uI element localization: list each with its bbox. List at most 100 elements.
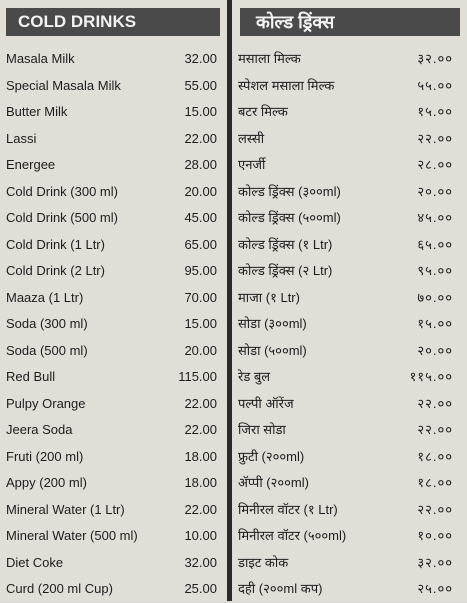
item-price: १५.०० [417,316,453,331]
menu-item-row: मसाला मिल्क ३२.०० [232,46,467,73]
column-divider [227,0,232,601]
item-name: Pulpy Orange [6,395,86,411]
menu-item-row: ॲप्पी (२००ml) १८.०० [232,470,467,497]
menu-item-row: Mineral Water (500 ml) 10.00 [0,523,227,550]
menu-item-row: एनर्जी २८.०० [232,152,467,179]
item-name: लस्सी [238,130,265,146]
item-price: १८.०० [417,448,453,464]
menu-item-row: Butter Milk 15.00 [0,99,227,126]
item-price: २०.०० [417,183,453,199]
menu-item-row: रेड बुल ११५.०० [232,364,467,391]
item-name: Curd (200 ml Cup) [6,581,113,596]
menu-item-row: मिनीरल वॉटर (५००ml) १०.०० [232,523,467,550]
item-price: ७०.०० [417,289,453,305]
menu-item-row: जिरा सोडा २२.०० [232,417,467,444]
item-name: फ्रुटी (२००ml) [238,448,305,464]
item-price: 20.00 [184,342,217,358]
item-name: कोल्ड ड्रिंक्स (५००ml) [238,210,341,225]
item-name: पल्पी ऑरेंज [238,395,294,411]
item-name: Mineral Water (1 Ltr) [6,501,125,517]
item-price: ६५.०० [417,236,453,252]
menu-item-row: सोडा (५००ml) २०.०० [232,338,467,365]
item-price: 55.00 [184,77,217,93]
item-name: Special Masala Milk [6,77,121,93]
menu-item-row: बटर मिल्क १५.०० [232,99,467,126]
menu-item-row: Cold Drink (500 ml) 45.00 [0,205,227,232]
menu-item-row: फ्रुटी (२००ml) १८.०० [232,444,467,471]
item-name: Lassi [6,130,37,146]
item-name: कोल्ड ड्रिंक्स (३००ml) [238,183,341,199]
menu-item-row: कोल्ड ड्रिंक्स (३००ml) २०.०० [232,179,467,206]
item-price: ११५.०० [409,369,453,384]
english-item-list: Masala Milk 32.00 Special Masala Milk 55.00… [0,46,227,603]
item-name: जिरा सोडा [238,422,286,437]
item-name: मसाला मिल्क [238,51,301,66]
item-name: स्पेशल मसाला मिल्क [238,77,335,93]
item-price: २८.०० [417,157,453,172]
item-price: 32.00 [184,554,217,570]
item-name: एनर्जी [238,157,266,172]
item-name: रेड बुल [238,369,271,384]
menu-item-row: Energee 28.00 [0,152,227,179]
item-price: 22.00 [184,395,217,411]
item-name: डाइट कोक [238,554,289,570]
item-name: Cold Drink (2 Ltr) [6,263,105,278]
menu-item-row: Pulpy Orange 22.00 [0,391,227,418]
item-price: १५.०० [417,104,453,119]
menu-item-row: माजा (१ Ltr) ७०.०० [232,285,467,312]
item-price: ३२.०० [417,51,453,66]
item-price: 45.00 [184,210,217,225]
menu-item-row: दही (२००ml कप) २५.०० [232,576,467,603]
menu-item-row: Lassi 22.00 [0,126,227,153]
marathi-item-list: मसाला मिल्क ३२.०० स्पेशल मसाला मिल्क ५५.०० ब… [232,46,467,603]
marathi-header: कोल्ड ड्रिंक्स [240,8,460,36]
item-price: २५.०० [417,581,453,596]
item-price: 22.00 [184,422,217,437]
english-header: COLD DRINKS [6,8,220,36]
item-name: Soda (500 ml) [6,342,88,358]
menu-item-row: Masala Milk 32.00 [0,46,227,73]
item-price: 32.00 [184,51,217,66]
menu-item-row: सोडा (३००ml) १५.०० [232,311,467,338]
item-price: 70.00 [184,289,217,305]
menu-item-row: Fruti (200 ml) 18.00 [0,444,227,471]
item-name: माजा (१ Ltr) [238,289,300,305]
menu-item-row: Jeera Soda 22.00 [0,417,227,444]
item-name: Jeera Soda [6,422,73,437]
item-price: 18.00 [184,448,217,464]
item-name: मिनीरल वॉटर (१ Ltr) [238,501,338,517]
menu-item-row: Cold Drink (300 ml) 20.00 [0,179,227,206]
item-name: सोडा (५००ml) [238,342,307,358]
menu-item-row: कोल्ड ड्रिंक्स (२ Ltr) ९५.०० [232,258,467,285]
item-name: Cold Drink (500 ml) [6,210,118,225]
item-price: २०.०० [417,342,453,358]
menu-item-row: लस्सी २२.०० [232,126,467,153]
item-name: ॲप्पी (२००ml) [238,475,309,490]
item-price: ९५.०० [417,263,453,278]
menu-item-row: Appy (200 ml) 18.00 [0,470,227,497]
item-name: Soda (300 ml) [6,316,88,331]
menu-item-row: स्पेशल मसाला मिल्क ५५.०० [232,73,467,100]
item-name: Cold Drink (300 ml) [6,183,118,199]
menu-item-row: कोल्ड ड्रिंक्स (१ Ltr) ६५.०० [232,232,467,259]
item-price: 20.00 [184,183,217,199]
item-price: 15.00 [184,316,217,331]
menu-item-row: Maaza (1 Ltr) 70.00 [0,285,227,312]
menu-item-row: Red Bull 115.00 [0,364,227,391]
item-name: Diet Coke [6,554,64,570]
item-name: सोडा (३००ml) [238,316,307,331]
item-name: Red Bull [6,369,56,384]
menu-item-row: Cold Drink (1 Ltr) 65.00 [0,232,227,259]
item-price: 65.00 [184,236,217,252]
item-price: 95.00 [184,263,217,278]
menu-item-row: Mineral Water (1 Ltr) 22.00 [0,497,227,524]
item-name: Cold Drink (1 Ltr) [6,236,105,252]
item-price: २२.०० [417,395,453,411]
item-price: २२.०० [417,422,453,437]
item-name: Maaza (1 Ltr) [6,289,84,305]
menu-item-row: डाइट कोक ३२.०० [232,550,467,577]
menu-item-row: Soda (500 ml) 20.00 [0,338,227,365]
item-price: ३२.०० [417,554,453,570]
item-name: कोल्ड ड्रिंक्स (१ Ltr) [238,236,333,252]
menu-item-row: Soda (300 ml) 15.00 [0,311,227,338]
